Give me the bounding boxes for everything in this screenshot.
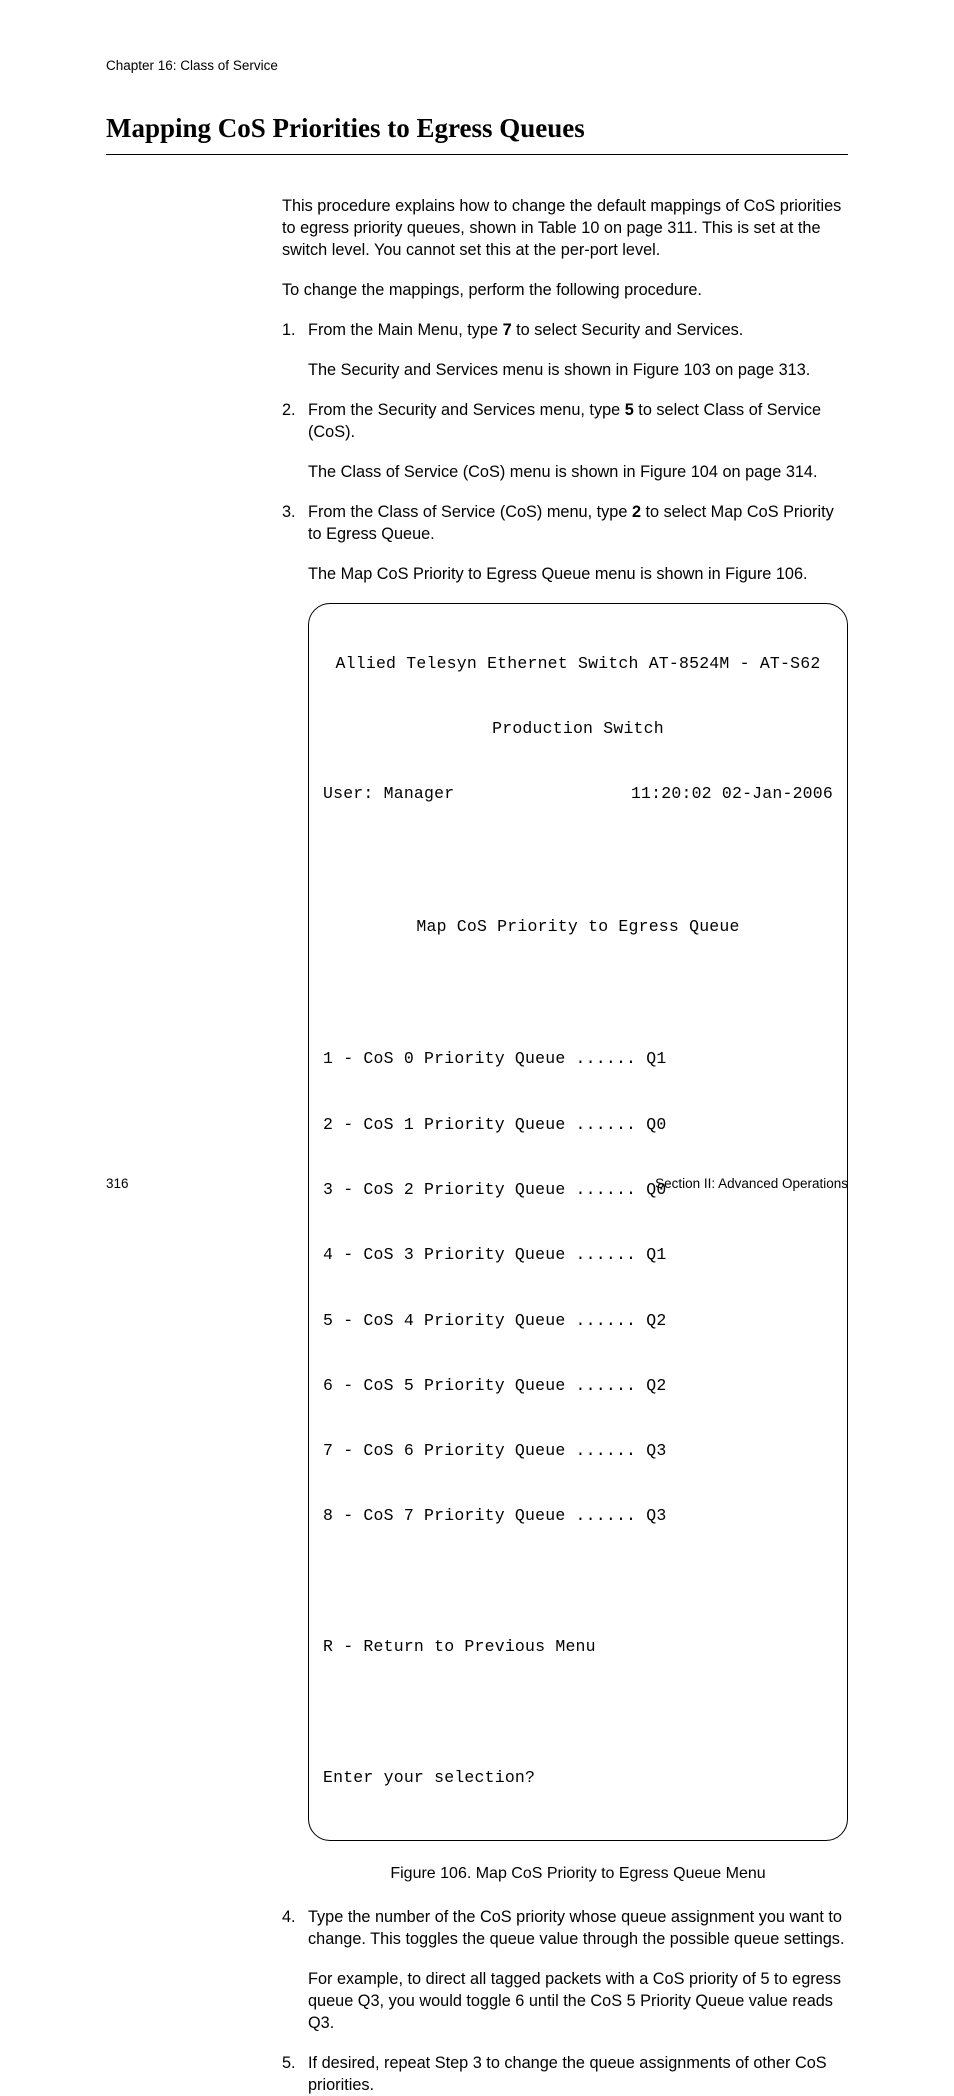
- procedure-step: 5. If desired, repeat Step 3 to change t…: [282, 2052, 848, 2096]
- step-note: For example, to direct all tagged packet…: [308, 1968, 848, 2034]
- step-text-pre: From the Main Menu, type: [308, 321, 503, 339]
- step-body: From the Main Menu, type 7 to select Sec…: [308, 319, 848, 341]
- terminal-menu-row: 8 - CoS 7 Priority Queue ...... Q3: [323, 1505, 833, 1527]
- terminal-blank: [323, 1701, 833, 1723]
- step-body: From the Security and Services menu, typ…: [308, 399, 848, 443]
- step-note: The Map CoS Priority to Egress Queue men…: [308, 563, 848, 585]
- procedure-step: 1. From the Main Menu, type 7 to select …: [282, 319, 848, 381]
- terminal-blank: [323, 983, 833, 1005]
- procedure-step: 3. From the Class of Service (CoS) menu,…: [282, 501, 848, 585]
- terminal-return-line: R - Return to Previous Menu: [323, 1636, 833, 1658]
- terminal-menu-row: 1 - CoS 0 Priority Queue ...... Q1: [323, 1048, 833, 1070]
- procedure-step: 2. From the Security and Services menu, …: [282, 399, 848, 483]
- terminal-box: Allied Telesyn Ethernet Switch AT-8524M …: [308, 603, 848, 1841]
- document-page: Chapter 16: Class of Service Mapping CoS…: [0, 0, 954, 1235]
- step-note: The Security and Services menu is shown …: [308, 359, 848, 381]
- procedure-list-continued: 4. Type the number of the CoS priority w…: [282, 1906, 848, 2096]
- page-footer: 316 Section II: Advanced Operations: [106, 1176, 848, 1191]
- terminal-blank: [323, 1571, 833, 1593]
- step-number: 5.: [282, 2052, 296, 2074]
- terminal-menu-row: 5 - CoS 4 Priority Queue ...... Q2: [323, 1310, 833, 1332]
- section-title: Mapping CoS Priorities to Egress Queues: [106, 113, 848, 155]
- terminal-user: User: Manager: [323, 783, 454, 805]
- step-key: 7: [503, 321, 512, 339]
- step-body: Type the number of the CoS priority whos…: [308, 1906, 848, 1950]
- step-body: From the Class of Service (CoS) menu, ty…: [308, 501, 848, 545]
- intro-paragraph: This procedure explains how to change th…: [282, 195, 848, 261]
- step-text-post: to select Security and Services.: [512, 321, 744, 339]
- terminal-timestamp: 11:20:02 02-Jan-2006: [631, 783, 833, 805]
- terminal-menu-title: Map CoS Priority to Egress Queue: [323, 916, 833, 938]
- figure-caption: Figure 106. Map CoS Priority to Egress Q…: [282, 1863, 848, 1885]
- step-number: 1.: [282, 319, 296, 341]
- terminal-figure: Allied Telesyn Ethernet Switch AT-8524M …: [282, 603, 848, 1841]
- section-label: Section II: Advanced Operations: [655, 1176, 848, 1191]
- terminal-menu-row: 7 - CoS 6 Priority Queue ...... Q3: [323, 1440, 833, 1462]
- lead-in-paragraph: To change the mappings, perform the foll…: [282, 279, 848, 301]
- terminal-menu-row: 2 - CoS 1 Priority Queue ...... Q0: [323, 1114, 833, 1136]
- procedure-step: 4. Type the number of the CoS priority w…: [282, 1906, 848, 2034]
- terminal-status-line: User: Manager 11:20:02 02-Jan-2006: [323, 783, 833, 805]
- content-column: This procedure explains how to change th…: [282, 195, 848, 2096]
- step-text-pre: From the Class of Service (CoS) menu, ty…: [308, 503, 632, 521]
- terminal-menu-row: 4 - CoS 3 Priority Queue ...... Q1: [323, 1244, 833, 1266]
- step-body: If desired, repeat Step 3 to change the …: [308, 2052, 848, 2096]
- chapter-header: Chapter 16: Class of Service: [106, 58, 848, 73]
- terminal-prompt: Enter your selection?: [323, 1767, 833, 1789]
- step-number: 2.: [282, 399, 296, 421]
- terminal-blank: [323, 848, 833, 870]
- terminal-line: Allied Telesyn Ethernet Switch AT-8524M …: [323, 653, 833, 675]
- step-key: 2: [632, 503, 641, 521]
- step-number: 3.: [282, 501, 296, 523]
- terminal-line: Production Switch: [323, 718, 833, 740]
- step-text-pre: From the Security and Services menu, typ…: [308, 401, 625, 419]
- step-note: The Class of Service (CoS) menu is shown…: [308, 461, 848, 483]
- page-number: 316: [106, 1176, 129, 1191]
- procedure-list: 1. From the Main Menu, type 7 to select …: [282, 319, 848, 585]
- terminal-menu-row: 6 - CoS 5 Priority Queue ...... Q2: [323, 1375, 833, 1397]
- step-number: 4.: [282, 1906, 296, 1928]
- step-key: 5: [625, 401, 634, 419]
